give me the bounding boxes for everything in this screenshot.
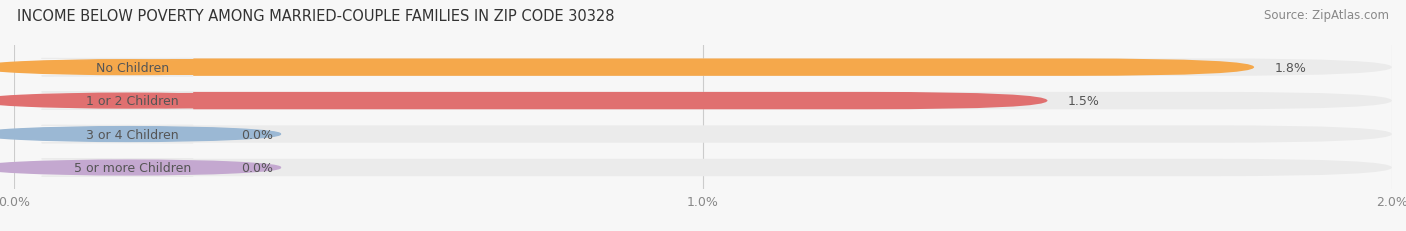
Text: 1 or 2 Children: 1 or 2 Children [86,95,179,108]
FancyBboxPatch shape [14,92,1392,110]
FancyBboxPatch shape [14,126,221,143]
Circle shape [0,127,281,142]
FancyBboxPatch shape [14,92,1047,110]
Text: 1.5%: 1.5% [1069,95,1099,108]
Text: 1.8%: 1.8% [1275,61,1306,74]
Text: 3 or 4 Children: 3 or 4 Children [86,128,179,141]
Circle shape [0,160,281,175]
Text: Source: ZipAtlas.com: Source: ZipAtlas.com [1264,9,1389,22]
Circle shape [0,94,281,109]
FancyBboxPatch shape [14,59,1254,76]
FancyBboxPatch shape [14,126,1392,143]
FancyBboxPatch shape [14,59,1392,76]
Text: 0.0%: 0.0% [242,128,273,141]
Text: No Children: No Children [96,61,169,74]
FancyBboxPatch shape [14,59,221,76]
FancyBboxPatch shape [14,159,1392,176]
Text: 5 or more Children: 5 or more Children [75,161,191,174]
Text: INCOME BELOW POVERTY AMONG MARRIED-COUPLE FAMILIES IN ZIP CODE 30328: INCOME BELOW POVERTY AMONG MARRIED-COUPL… [17,9,614,24]
Circle shape [0,61,281,75]
FancyBboxPatch shape [14,159,221,176]
Text: 0.0%: 0.0% [242,161,273,174]
FancyBboxPatch shape [14,92,221,110]
